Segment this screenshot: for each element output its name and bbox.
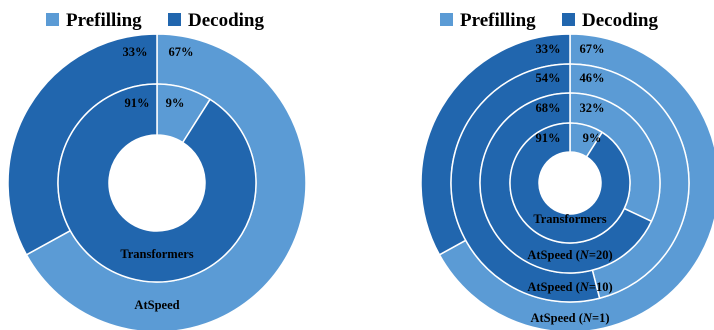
ring-label: AtSpeed (N=20): [527, 248, 612, 262]
value-label-prefilling: 67%: [580, 42, 605, 56]
donut-chart-left: Prefilling Decoding 67% 33% 9% 91% AtSpeed Tr…: [7, 10, 307, 330]
donut-rings-left: 67% 33% 9% 91% AtSpeed Transformers: [7, 33, 307, 330]
value-label-prefilling: 9%: [166, 96, 185, 110]
ring-label: Transformers: [120, 247, 193, 261]
legend-label-decoding: Decoding: [188, 10, 265, 31]
slice-decoding: [57, 83, 257, 283]
value-label-prefilling: 67%: [169, 45, 194, 59]
legend-label-decoding: Decoding: [582, 10, 659, 31]
ring-0: [7, 33, 307, 330]
ring-label: AtSpeed (N=10): [527, 280, 612, 294]
value-label-decoding: 54%: [536, 71, 561, 85]
legend-swatch-decoding: [562, 13, 575, 26]
value-label-prefilling: 9%: [583, 131, 602, 145]
legend-label-prefilling: Prefilling: [66, 10, 142, 31]
value-label-decoding: 33%: [536, 42, 561, 56]
slice-decoding: [509, 122, 631, 244]
value-label-decoding: 91%: [125, 96, 150, 110]
ring-label: AtSpeed: [134, 298, 179, 312]
value-label-decoding: 33%: [123, 45, 148, 59]
value-label-prefilling: 46%: [580, 71, 605, 85]
donut-chart-right: Prefilling Decoding 67% 33% 46% 54% 32% 68% 9%…: [420, 10, 714, 330]
value-label-decoding: 68%: [536, 101, 561, 115]
ring-label: AtSpeed (N=1): [530, 311, 609, 325]
value-label-prefilling: 32%: [580, 101, 605, 115]
legend-swatch-prefilling: [46, 13, 59, 26]
ring-1: [57, 83, 257, 283]
donut-rings-right: 67% 33% 46% 54% 32% 68% 9% 91% AtSpeed (N=1) AtSp…: [420, 33, 714, 330]
legend-left: Prefilling Decoding: [46, 10, 265, 31]
ring-3: [509, 122, 631, 244]
ring-2: [479, 92, 661, 274]
value-label-decoding: 91%: [536, 131, 561, 145]
legend-swatch-prefilling: [440, 13, 453, 26]
legend-swatch-decoding: [168, 13, 181, 26]
legend-right: Prefilling Decoding: [440, 10, 659, 31]
ring-label: Transformers: [533, 212, 606, 226]
legend-label-prefilling: Prefilling: [460, 10, 536, 31]
